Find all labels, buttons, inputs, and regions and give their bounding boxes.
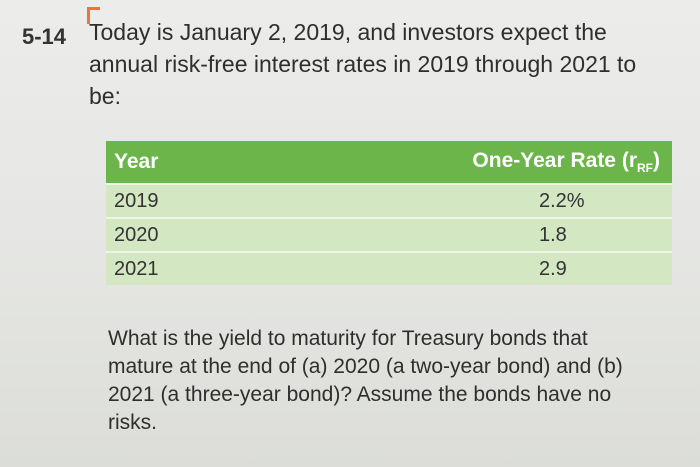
header-rate-subscript: RF bbox=[637, 161, 653, 176]
row-year: 2020 bbox=[114, 223, 159, 246]
header-rate: One-Year Rate (rRF) bbox=[394, 149, 672, 175]
row-year: 2019 bbox=[114, 189, 159, 212]
header-rate-close: ) bbox=[653, 148, 660, 172]
interest-rate-table: Year One-Year Rate (rRF) 2019 2.2% 2020 … bbox=[106, 141, 672, 285]
corner-bracket-mark bbox=[87, 7, 100, 24]
problem-question-text: What is the yield to maturity for Treasu… bbox=[108, 327, 623, 434]
table-row: 2020 1.8 bbox=[106, 217, 672, 251]
row-rate: 1.8 bbox=[539, 223, 567, 246]
header-year: Year bbox=[114, 150, 159, 173]
row-year: 2021 bbox=[114, 257, 159, 280]
header-rate-label: One-Year Rate (r bbox=[472, 148, 637, 172]
row-rate: 2.2% bbox=[539, 189, 585, 212]
problem-number: 5-14 bbox=[22, 24, 67, 49]
row-rate: 2.9 bbox=[539, 257, 567, 280]
table-row: 2021 2.9 bbox=[106, 251, 672, 285]
problem-intro-text: Today is January 2, 2019, and investors … bbox=[89, 19, 637, 109]
table-row: 2019 2.2% bbox=[106, 183, 672, 217]
table-header-row: Year One-Year Rate (rRF) bbox=[106, 141, 672, 183]
